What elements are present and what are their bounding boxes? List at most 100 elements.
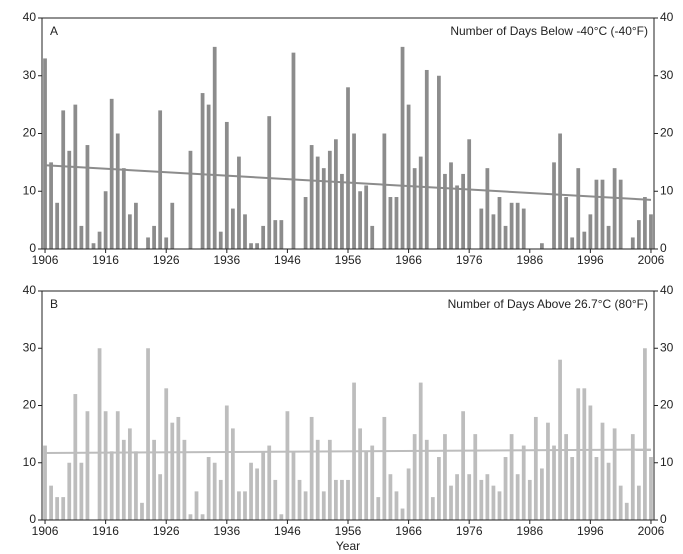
bar [564, 434, 569, 520]
bar [449, 162, 453, 249]
y-tick-label: 30 [23, 68, 37, 82]
bar [406, 104, 411, 249]
bar [43, 445, 47, 520]
bar [49, 162, 53, 249]
bar [352, 133, 356, 249]
bar [267, 445, 272, 520]
bar [327, 439, 332, 520]
bar [206, 457, 211, 520]
x-tick-label: 1956 [335, 253, 362, 267]
bar [218, 231, 223, 249]
bar [291, 52, 296, 250]
bar [370, 445, 375, 520]
bar [376, 497, 381, 520]
bar [103, 191, 108, 249]
bar [497, 491, 502, 520]
bar [61, 110, 66, 250]
x-tick-label: 1956 [335, 524, 362, 538]
bar [515, 474, 520, 520]
bar [630, 434, 635, 520]
bar [394, 197, 399, 249]
y2-tick-label: 20 [660, 126, 674, 140]
bar [461, 411, 466, 520]
bar [230, 428, 235, 520]
bar [570, 457, 575, 520]
bar [649, 214, 653, 249]
bar [146, 237, 150, 249]
x-tick-label: 1946 [274, 524, 301, 538]
bar [127, 214, 132, 249]
bar [358, 191, 362, 249]
bar [606, 225, 611, 249]
bar [164, 388, 169, 520]
y-tick-label: 40 [23, 283, 37, 297]
bar [273, 220, 278, 249]
bar [406, 468, 411, 520]
bar [164, 237, 169, 249]
bar [321, 168, 326, 249]
bar [467, 139, 472, 249]
bar [618, 485, 623, 520]
bar [479, 479, 484, 520]
x-tick-label: 1986 [516, 524, 543, 538]
bar [67, 462, 72, 520]
x-tick-label: 1926 [153, 253, 180, 267]
panel-title: Number of Days Below -40°C (-40°F) [450, 24, 648, 38]
bar [212, 462, 217, 520]
bar [224, 405, 229, 520]
bar [334, 139, 338, 249]
bar [291, 451, 296, 520]
bar [540, 468, 544, 520]
bar [121, 439, 126, 520]
bar [412, 168, 417, 249]
bar [115, 411, 120, 520]
y-tick-label: 10 [23, 183, 37, 197]
bar [91, 243, 96, 249]
bar [194, 491, 199, 520]
y-tick-label: 20 [23, 398, 37, 412]
bar [170, 422, 175, 520]
bar [134, 202, 138, 249]
bar [346, 87, 350, 249]
x-tick-label: 1906 [32, 524, 59, 538]
bar [612, 168, 617, 249]
bar [521, 208, 526, 249]
bar [564, 197, 569, 249]
bar [309, 416, 314, 520]
bar [109, 451, 114, 520]
x-axis-label: Year [336, 539, 360, 553]
bar [485, 168, 490, 249]
bar [491, 214, 496, 249]
x-tick-label: 1916 [92, 253, 119, 267]
bar [73, 104, 78, 249]
bar [140, 502, 144, 520]
x-tick-label: 1976 [456, 524, 483, 538]
bar [255, 468, 259, 520]
bar [212, 46, 217, 249]
bar [600, 422, 605, 520]
bar [303, 491, 308, 520]
x-tick-label: 1986 [516, 253, 543, 267]
bar [206, 104, 211, 249]
trend-line [44, 164, 652, 201]
bar [424, 69, 429, 249]
bar [624, 502, 629, 520]
bar [103, 411, 108, 520]
bar [503, 457, 508, 520]
bar [491, 485, 496, 520]
x-tick-label: 1906 [32, 253, 59, 267]
y2-tick-label: 40 [660, 10, 674, 24]
bar [479, 208, 484, 249]
bar [79, 225, 84, 249]
trend-line [45, 448, 651, 455]
bar [509, 434, 514, 520]
bar [437, 457, 441, 520]
bar [188, 514, 193, 520]
bar [127, 428, 132, 520]
bar [400, 46, 405, 249]
bar [134, 451, 138, 520]
bar [237, 156, 241, 249]
panel-label: A [50, 24, 58, 38]
bar [315, 439, 320, 520]
